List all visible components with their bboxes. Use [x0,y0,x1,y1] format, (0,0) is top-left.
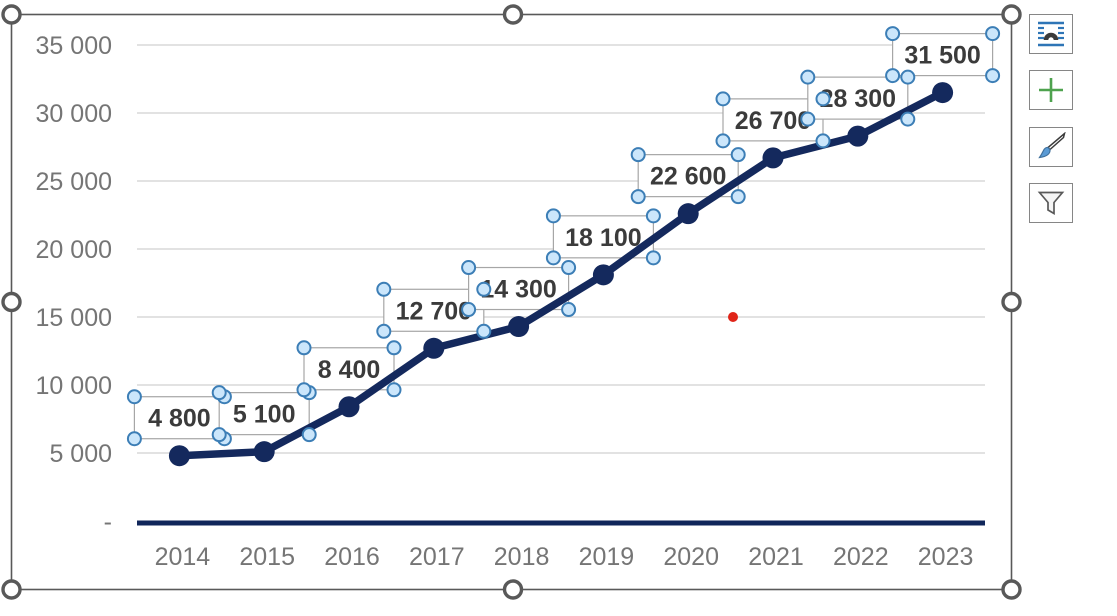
label-selection-handle[interactable] [461,302,477,318]
data-point-marker[interactable] [847,125,869,147]
chart-resize-handle[interactable] [502,579,524,600]
label-selection-handle[interactable] [815,133,831,149]
chart-resize-handle[interactable] [1,4,22,25]
data-label[interactable]: 14 300 [480,276,556,304]
data-point-marker[interactable] [677,203,699,225]
data-label[interactable]: 8 400 [318,356,381,384]
x-axis-label: 2014 [155,543,211,571]
y-axis-label: 30 000 [36,100,112,128]
label-selection-handle[interactable] [885,68,901,84]
data-label[interactable]: 12 700 [396,297,472,325]
label-selection-handle[interactable] [985,26,1001,42]
chart-resize-handle[interactable] [1001,4,1022,25]
data-label-box[interactable] [133,396,225,440]
data-label-box[interactable] [218,392,310,436]
x-axis-label: 2020 [663,543,719,571]
data-point-marker[interactable] [932,82,954,104]
data-point-marker[interactable] [762,147,784,169]
label-selection-handle[interactable] [461,260,477,276]
data-label[interactable]: 31 500 [904,42,980,70]
chart-elements-button[interactable] [1029,70,1073,110]
label-selection-handle[interactable] [126,389,142,405]
data-point-marker[interactable] [508,316,530,338]
layout-options-button[interactable] [1029,14,1073,54]
red-pointer-dot [728,312,738,322]
label-selection-handle[interactable] [885,26,901,42]
data-point-marker[interactable] [253,441,275,463]
label-selection-handle[interactable] [561,260,577,276]
funnel-icon [1037,191,1065,215]
label-selection-handle[interactable] [301,427,317,443]
label-selection-handle[interactable] [800,69,816,85]
chart-resize-handle[interactable] [1001,291,1022,313]
chart-filters-button[interactable] [1029,183,1073,223]
label-selection-handle[interactable] [376,323,392,339]
data-label-box[interactable] [891,32,994,77]
label-selection-handle[interactable] [715,133,731,149]
chart-resize-handle[interactable] [1,579,22,600]
paintbrush-icon [1038,132,1066,159]
data-point-marker[interactable] [592,264,614,286]
y-axis-label: 5 000 [49,440,112,468]
y-axis-label: 20 000 [36,236,112,264]
y-axis-label: 35 000 [36,32,112,60]
data-label[interactable]: 22 600 [650,163,726,191]
label-selection-handle[interactable] [900,69,916,85]
label-selection-handle[interactable] [900,111,916,127]
label-selection-handle[interactable] [476,281,492,297]
x-axis-label: 2017 [409,543,465,571]
label-selection-handle[interactable] [211,427,227,443]
label-selection-handle[interactable] [211,385,227,401]
label-selection-handle[interactable] [476,323,492,339]
label-selection-handle[interactable] [545,250,561,266]
y-axis-label: 15 000 [36,304,112,332]
data-label[interactable]: 28 300 [820,85,896,113]
label-selection-handle[interactable] [815,91,831,107]
label-selection-handle[interactable] [545,208,561,224]
x-axis-label: 2015 [239,543,295,571]
x-axis-label: 2022 [833,543,889,571]
data-point-marker[interactable] [168,445,190,467]
data-label[interactable]: 5 100 [233,401,296,429]
data-point-marker[interactable] [423,337,445,359]
label-selection-handle[interactable] [376,281,392,297]
x-axis-label: 2021 [748,543,804,571]
label-selection-handle[interactable] [730,189,746,205]
label-selection-handle[interactable] [800,111,816,127]
x-axis-label: 2018 [494,543,550,571]
label-selection-handle[interactable] [296,382,312,398]
label-selection-handle[interactable] [985,68,1001,84]
data-label[interactable]: 18 100 [565,224,641,252]
data-point-marker[interactable] [338,396,360,418]
chart-resize-handle[interactable] [1001,579,1022,600]
label-selection-handle[interactable] [730,147,746,163]
label-selection-handle[interactable] [645,208,661,224]
y-axis-label: 25 000 [36,168,112,196]
x-axis-label: 2019 [579,543,635,571]
label-selection-handle[interactable] [386,340,402,356]
label-selection-handle[interactable] [296,340,312,356]
layout-options-icon [1038,21,1064,47]
label-selection-handle[interactable] [561,302,577,318]
chart-styles-button[interactable] [1029,127,1073,167]
data-label[interactable]: 4 800 [148,405,211,433]
label-selection-handle[interactable] [126,431,142,447]
label-selection-handle[interactable] [630,189,646,205]
y-axis-label: - [104,508,112,536]
plus-icon [1039,78,1063,102]
label-selection-handle[interactable] [386,382,402,398]
label-selection-handle[interactable] [645,250,661,266]
chart-resize-handle[interactable] [1,291,22,313]
label-selection-handle[interactable] [630,147,646,163]
x-axis-label: 2016 [324,543,380,571]
y-axis-label: 10 000 [36,372,112,400]
chart-resize-handle[interactable] [502,4,524,25]
x-axis-label: 2023 [918,543,974,571]
label-selection-handle[interactable] [715,91,731,107]
data-label[interactable]: 26 700 [735,107,811,135]
